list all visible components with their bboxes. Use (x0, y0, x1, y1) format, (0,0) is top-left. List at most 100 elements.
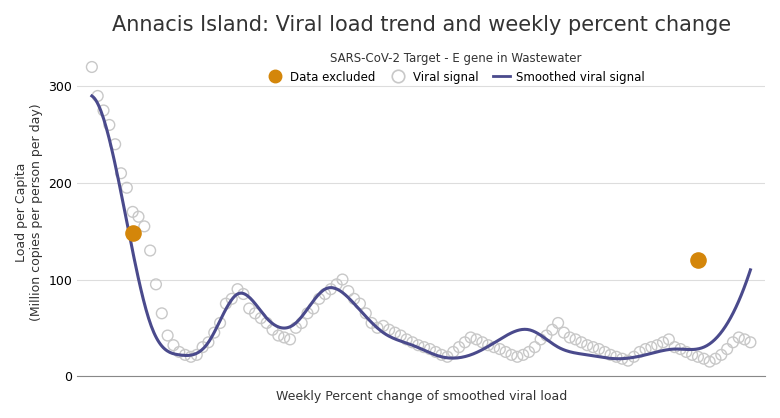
Point (482, 342, 495, 349)
Point (342, 288, 355, 294)
Point (126, 230, 139, 237)
Point (744, 339, 757, 346)
Point (692, 354, 704, 360)
Point (208, 329, 221, 336)
Point (214, 320, 226, 326)
Point (353, 300, 366, 307)
Point (155, 310, 168, 317)
Point (459, 339, 471, 346)
Point (697, 355, 710, 362)
Point (348, 296, 360, 302)
Point (91, 93, 104, 99)
Point (144, 247, 156, 254)
Point (534, 336, 547, 343)
Point (307, 305, 320, 312)
Point (266, 326, 278, 333)
Point (179, 352, 191, 358)
Point (668, 344, 681, 350)
Point (301, 310, 314, 317)
Point (616, 355, 629, 362)
Point (435, 352, 448, 358)
Point (517, 352, 530, 358)
Point (499, 349, 512, 355)
Point (272, 332, 285, 339)
Point (115, 170, 127, 176)
Point (254, 315, 267, 321)
Point (563, 334, 576, 341)
Point (331, 281, 343, 288)
Point (686, 352, 698, 358)
Point (278, 334, 290, 341)
Point (488, 344, 500, 350)
Point (674, 346, 686, 352)
Point (610, 354, 622, 360)
Point (383, 326, 395, 333)
Point (511, 354, 523, 360)
Point (261, 320, 273, 326)
Point (523, 349, 535, 355)
Legend: Data excluded, Viral signal, Smoothed viral signal: Data excluded, Viral signal, Smoothed vi… (261, 47, 650, 88)
Point (430, 349, 442, 355)
Point (657, 339, 669, 346)
Point (633, 349, 646, 355)
Point (161, 332, 174, 339)
Point (190, 352, 203, 358)
Point (598, 349, 611, 355)
Point (494, 346, 506, 352)
Point (692, 257, 704, 263)
Point (360, 310, 372, 317)
Point (284, 336, 296, 343)
Point (243, 305, 256, 312)
Point (505, 352, 518, 358)
Point (103, 122, 115, 128)
Point (593, 346, 605, 352)
Point (476, 339, 488, 346)
Point (464, 334, 477, 341)
Point (587, 344, 599, 350)
Point (371, 324, 384, 331)
Point (220, 300, 232, 307)
Point (546, 326, 558, 333)
Point (133, 213, 145, 220)
Point (296, 320, 308, 326)
Point (388, 329, 401, 336)
Point (622, 357, 634, 364)
Point (727, 339, 739, 346)
Y-axis label: Load per Capita
(Million copies per person per day): Load per Capita (Million copies per pers… (15, 103, 43, 321)
Point (441, 354, 454, 360)
Point (121, 184, 133, 191)
Point (138, 223, 151, 230)
Point (406, 339, 419, 346)
Point (377, 323, 389, 329)
Point (732, 334, 745, 341)
Point (313, 296, 325, 302)
Point (289, 324, 302, 331)
Point (709, 355, 722, 362)
Point (249, 310, 261, 317)
Point (98, 107, 110, 114)
Point (167, 342, 179, 349)
Point (185, 354, 197, 360)
X-axis label: Weekly Percent change of smoothed viral load: Weekly Percent change of smoothed viral … (275, 390, 567, 403)
Point (680, 349, 693, 355)
Point (237, 291, 250, 297)
Point (662, 336, 675, 343)
Point (628, 354, 640, 360)
Point (704, 358, 716, 365)
Point (109, 141, 122, 148)
Point (541, 332, 553, 339)
Point (232, 286, 244, 293)
Point (640, 346, 652, 352)
Point (324, 286, 337, 293)
Point (581, 342, 594, 349)
Point (452, 344, 465, 350)
Point (225, 296, 238, 302)
Point (424, 346, 436, 352)
Point (395, 332, 407, 339)
Point (721, 346, 733, 352)
Point (86, 64, 98, 70)
Point (569, 336, 582, 343)
Point (715, 352, 728, 358)
Point (412, 342, 424, 349)
Point (197, 344, 209, 350)
